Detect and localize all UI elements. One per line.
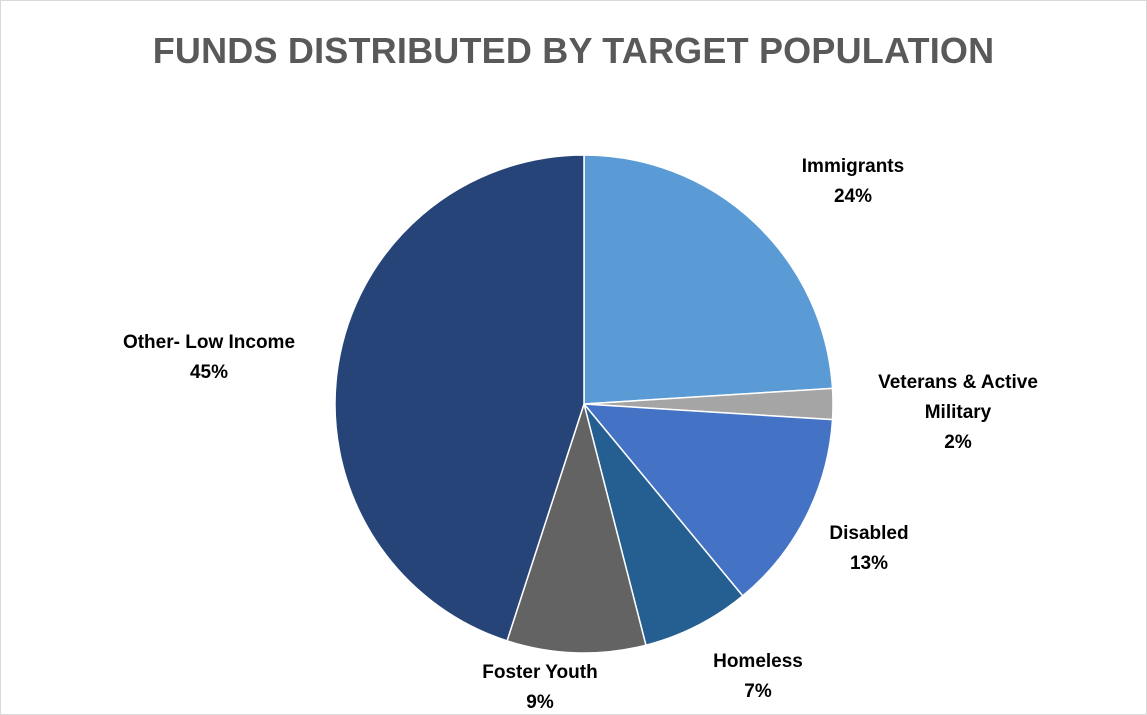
data-label-disabled: Disabled 13% (829, 523, 908, 574)
data-label-immigrants: Immigrants 24% (802, 156, 904, 207)
pie-slice-immigrants (583, 154, 834, 405)
pie-slice-foster-youth (506, 401, 647, 654)
data-label-foster-youth: Foster Youth 9% (482, 662, 597, 713)
pie-labels: Immigrants 24% Veterans & Active Military 2%… (123, 156, 1038, 713)
pie-slice-homeless (583, 403, 744, 647)
data-label-veterans-active-military: Veterans & Active Military 2% (878, 372, 1038, 453)
data-label-other-low-income: Other- Low Income 45% (123, 332, 295, 383)
chart-title: FUNDS DISTRIBUTED BY TARGET POPULATION (152, 30, 995, 71)
pie-slice-disabled (582, 403, 834, 597)
pie-slice-other-low-income (334, 154, 585, 642)
data-label-homeless: Homeless 7% (713, 651, 803, 702)
pie-slices (334, 154, 834, 654)
